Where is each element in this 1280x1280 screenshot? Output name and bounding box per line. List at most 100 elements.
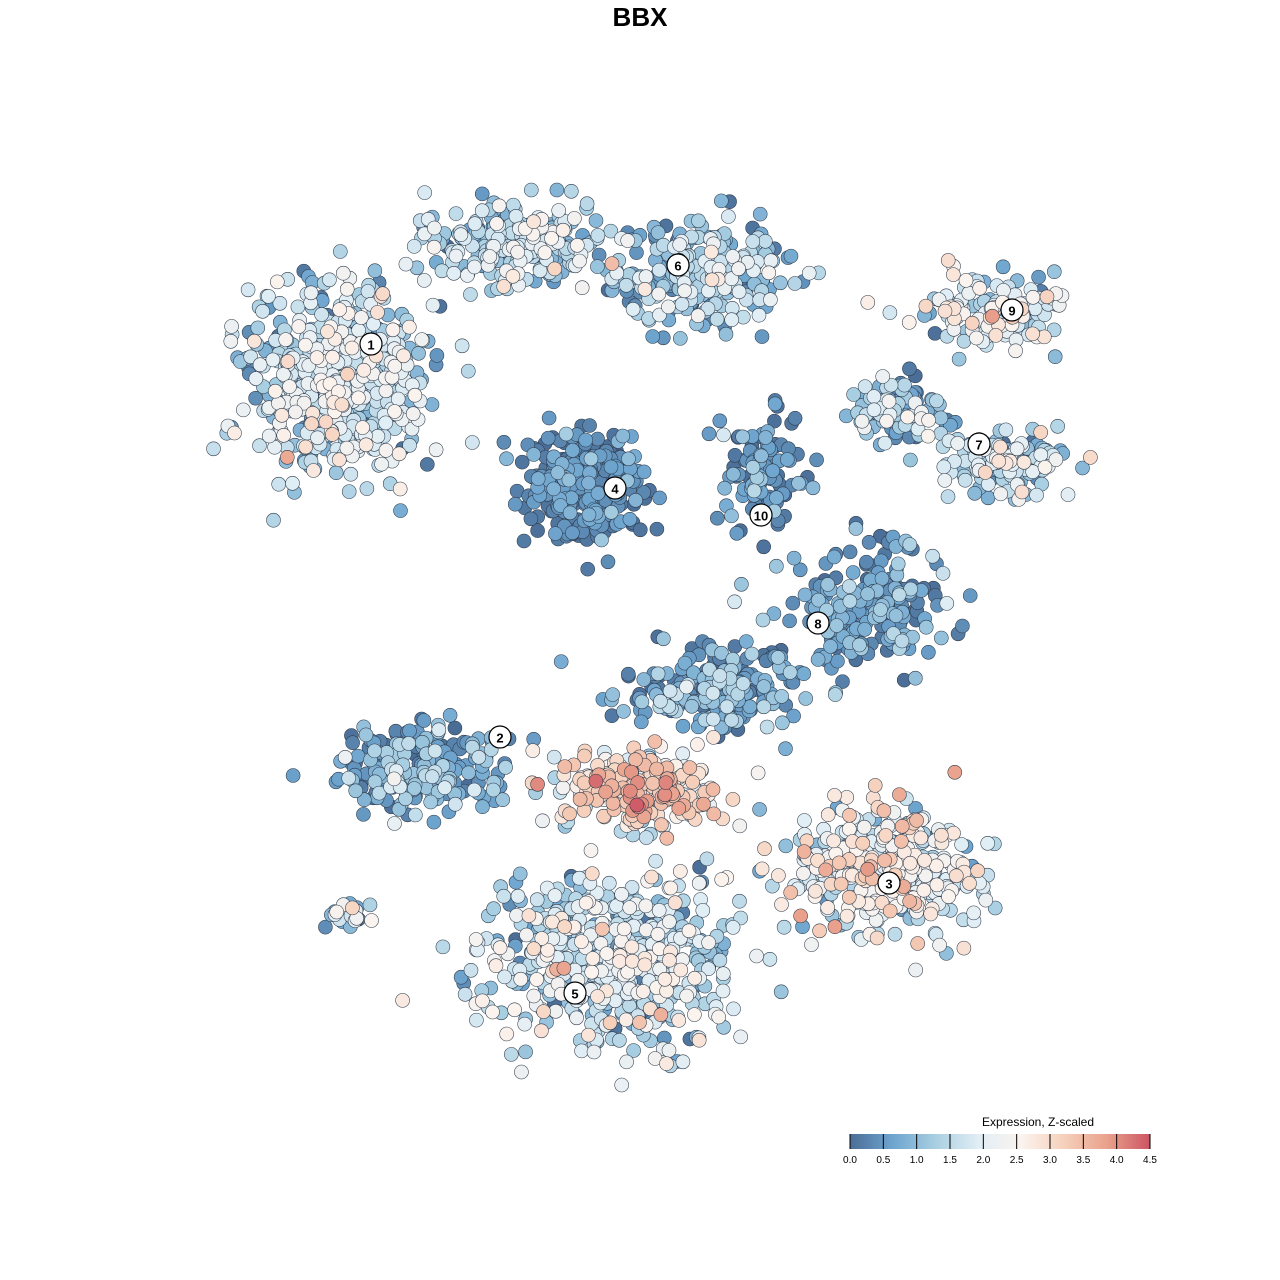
data-point [645,329,660,344]
data-point [1039,289,1055,305]
data-point [739,634,754,649]
data-point [598,784,613,800]
data-point [526,988,542,1004]
data-point [830,653,845,669]
data-point [227,425,242,441]
data-point [691,875,707,891]
data-point [274,408,290,423]
data-point [894,819,910,834]
data-point [767,396,783,412]
data-point [339,440,355,456]
data-point [1031,269,1046,285]
cluster-label-text: 10 [754,509,768,524]
cluster-label: 5 [563,981,587,1005]
data-point [549,182,565,198]
data-point [701,961,716,976]
data-point [671,1013,687,1028]
data-point [842,544,858,560]
data-point [526,214,541,229]
data-point [881,394,897,409]
data-point [603,223,619,239]
data-point [908,962,923,978]
data-point [932,937,947,953]
data-point [437,780,452,795]
data-point [581,475,596,491]
data-point [917,853,932,868]
data-point [578,432,593,448]
data-point [358,437,374,453]
data-point [891,587,907,603]
data-point [236,402,251,418]
data-point [1050,419,1065,434]
cluster-label: 10 [749,503,773,527]
data-point [224,319,239,334]
data-point [661,299,676,315]
data-point [758,430,773,445]
data-point [514,1064,529,1080]
data-point [557,919,572,934]
data-point [662,914,677,929]
data-point [1033,425,1048,440]
data-point [426,239,442,255]
data-point [706,730,721,745]
data-point [442,708,458,723]
data-point [276,428,291,443]
data-point [650,666,666,682]
data-point [902,855,918,871]
cluster-label: 1 [359,332,383,356]
data-point [423,794,438,810]
data-point [282,379,297,394]
data-point [842,821,857,837]
data-point [933,410,949,426]
data-point [402,319,417,335]
data-point [562,806,577,822]
data-point [852,637,867,653]
data-point [635,984,651,999]
data-point [705,685,721,701]
data-point [706,806,722,822]
data-point [677,283,692,299]
data-point [876,803,892,818]
data-point [547,261,562,277]
data-point [902,537,918,552]
data-point [745,234,761,249]
data-point [955,618,970,634]
data-point [797,587,813,603]
data-point [649,761,664,777]
data-point [869,930,885,946]
data-point [776,919,792,935]
legend-tick-label: 0.0 [843,1155,857,1166]
data-point [681,923,697,939]
data-point [649,521,665,537]
data-point [309,350,325,365]
data-point [594,532,609,548]
data-point [644,869,659,885]
data-point [956,940,972,956]
data-point [675,746,690,762]
data-point [550,465,566,480]
data-point [854,413,870,429]
data-point [334,397,350,412]
data-point [298,337,313,353]
data-point [848,521,864,536]
data-point [357,792,372,807]
data-point [845,565,861,580]
data-point [428,442,444,458]
data-point [909,813,924,828]
data-point [958,273,974,288]
data-point [785,595,801,611]
data-point [949,868,964,884]
data-point [467,259,482,275]
data-point [461,765,476,781]
data-point [632,1015,647,1030]
data-point [673,962,689,978]
data-point [770,650,786,665]
data-point [796,666,811,681]
data-point [767,413,782,429]
data-point [370,305,385,320]
data-point [679,988,694,1004]
data-point [1048,452,1064,467]
data-point [759,719,775,735]
data-point [406,239,422,254]
data-point [877,853,892,868]
